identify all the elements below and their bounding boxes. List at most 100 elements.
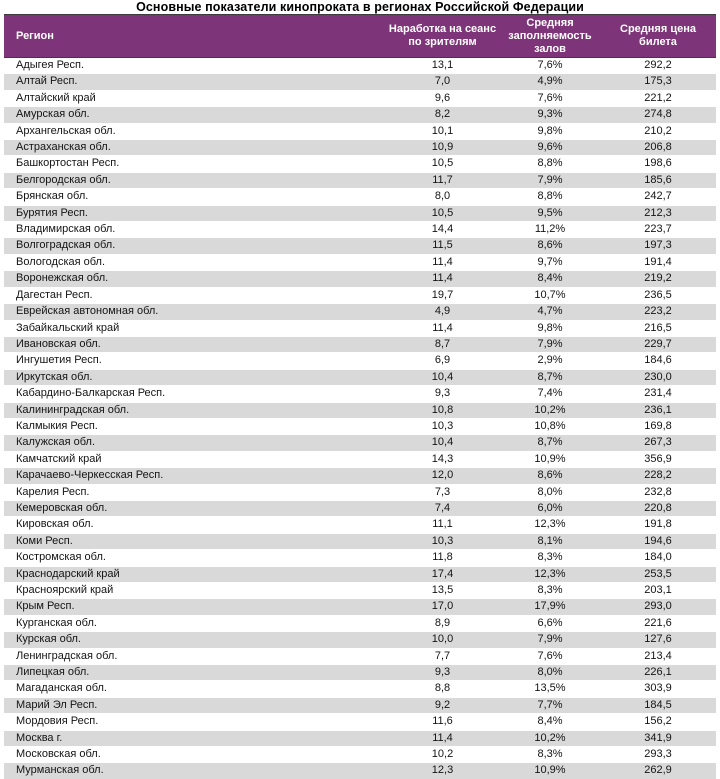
value-cell: 267,3 (600, 435, 716, 452)
region-cell: Белгородская обл. (4, 172, 385, 190)
value-cell: 185,6 (600, 172, 716, 190)
value-cell: 12,0 (385, 468, 500, 485)
region-cell: Еврейская автономная обл. (4, 304, 385, 321)
table-row: Алтайский край 9,6 7,6% 221,2 (4, 90, 716, 108)
region-cell: Амурская обл. (4, 107, 385, 124)
region-cell: Брянская обл. (4, 189, 385, 206)
value-cell: 8,0 (385, 189, 500, 206)
region-cell: Ленинградская обл. (4, 648, 385, 666)
region-cell: Владимирская обл. (4, 222, 385, 239)
value-cell: 9,7% (500, 254, 600, 272)
value-cell: 223,2 (600, 304, 716, 321)
region-cell: Алтай Респ. (4, 74, 385, 91)
value-cell: 242,7 (600, 189, 716, 206)
value-cell: 9,3 (385, 386, 500, 403)
value-cell: 292,2 (600, 58, 716, 75)
region-cell: Калининградская обл. (4, 402, 385, 419)
value-cell: 9,8% (500, 320, 600, 337)
value-cell: 236,1 (600, 402, 716, 419)
value-cell: 8,6% (500, 238, 600, 255)
region-cell: Астраханская обл. (4, 140, 385, 157)
value-cell: 220,8 (600, 500, 716, 518)
value-cell: 8,7% (500, 435, 600, 452)
table-row: Дагестан Респ. 19,7 10,7% 236,5 (4, 287, 716, 305)
value-cell: 7,4 (385, 500, 500, 518)
table-row: Бурятия Респ. 10,5 9,5% 212,3 (4, 205, 716, 223)
value-cell: 12,3 (385, 763, 500, 779)
region-cell: Мурманская обл. (4, 763, 385, 779)
value-cell: 7,9% (500, 336, 600, 354)
value-cell: 9,3% (500, 107, 600, 124)
table-row: Камчатский край 14,3 10,9% 356,9 (4, 451, 716, 469)
table-row: Курганская обл. 8,9 6,6% 221,6 (4, 615, 716, 633)
value-cell: 232,8 (600, 484, 716, 501)
table-body: Адыгея Респ. 13,1 7,6% 292,2 Алтай Респ. 7,0 4… (4, 58, 716, 779)
table-row: Вологодская обл. 11,4 9,7% 191,4 (4, 254, 716, 272)
value-cell: 10,7% (500, 287, 600, 305)
value-cell: 10,0 (385, 632, 500, 649)
table-row: Калужская обл. 10,4 8,7% 267,3 (4, 435, 716, 452)
value-cell: 303,9 (600, 681, 716, 698)
table-row: Костромская обл. 11,8 8,3% 184,0 (4, 550, 716, 567)
value-cell: 9,6 (385, 90, 500, 108)
value-cell: 7,9% (500, 172, 600, 190)
table-row: Карачаево-Черкесская Респ. 12,0 8,6% 228,2 (4, 468, 716, 485)
value-cell: 6,9 (385, 353, 500, 370)
column-header-attendance-per-session: Наработка на сеанс по зрителям (385, 14, 500, 58)
value-cell: 229,7 (600, 336, 716, 354)
value-cell: 228,2 (600, 468, 716, 485)
value-cell: 4,7% (500, 304, 600, 321)
value-cell: 7,6% (500, 648, 600, 666)
region-cell: Карачаево-Черкесская Респ. (4, 468, 385, 485)
value-cell: 236,5 (600, 287, 716, 305)
value-cell: 219,2 (600, 271, 716, 288)
region-cell: Калужская обл. (4, 435, 385, 452)
table-row: Ингушетия Респ. 6,9 2,9% 184,6 (4, 353, 716, 370)
value-cell: 12,3% (500, 566, 600, 583)
value-cell: 127,6 (600, 632, 716, 649)
value-cell: 221,6 (600, 615, 716, 633)
table-row: Воронежская обл. 11,4 8,4% 219,2 (4, 271, 716, 288)
value-cell: 191,8 (600, 517, 716, 534)
value-cell: 10,2% (500, 402, 600, 419)
table-row: Еврейская автономная обл. 4,9 4,7% 223,2 (4, 304, 716, 321)
region-cell: Волгоградская обл. (4, 238, 385, 255)
region-cell: Московская обл. (4, 747, 385, 764)
value-cell: 17,9% (500, 599, 600, 616)
value-cell: 4,9% (500, 74, 600, 91)
region-cell: Воронежская обл. (4, 271, 385, 288)
value-cell: 8,8% (500, 189, 600, 206)
value-cell: 14,4 (385, 222, 500, 239)
value-cell: 10,1 (385, 123, 500, 141)
region-cell: Дагестан Респ. (4, 287, 385, 305)
value-cell: 10,9% (500, 451, 600, 469)
value-cell: 9,5% (500, 205, 600, 223)
value-cell: 11,4 (385, 320, 500, 337)
value-cell: 9,6% (500, 140, 600, 157)
value-cell: 8,4% (500, 714, 600, 731)
value-cell: 8,8 (385, 681, 500, 698)
value-cell: 213,4 (600, 648, 716, 666)
table-row: Башкортостан Респ. 10,5 8,8% 198,6 (4, 156, 716, 173)
table-row: Московская обл. 10,2 8,3% 293,3 (4, 747, 716, 764)
value-cell: 175,3 (600, 74, 716, 91)
region-cell: Архангельская обл. (4, 123, 385, 141)
value-cell: 13,1 (385, 58, 500, 75)
value-cell: 341,9 (600, 730, 716, 748)
region-cell: Башкортостан Респ. (4, 156, 385, 173)
value-cell: 9,3 (385, 665, 500, 682)
value-cell: 8,0% (500, 665, 600, 682)
region-cell: Курганская обл. (4, 615, 385, 633)
value-cell: 11,2% (500, 222, 600, 239)
value-cell: 10,5 (385, 156, 500, 173)
table-row: Крым Респ. 17,0 17,9% 293,0 (4, 599, 716, 616)
region-cell: Крым Респ. (4, 599, 385, 616)
table-row: Калининградская обл. 10,8 10,2% 236,1 (4, 402, 716, 419)
value-cell: 262,9 (600, 763, 716, 779)
value-cell: 7,7% (500, 697, 600, 715)
column-header-region: Регион (4, 14, 385, 58)
value-cell: 8,6% (500, 468, 600, 485)
table-row: Амурская обл. 8,2 9,3% 274,8 (4, 107, 716, 124)
value-cell: 8,0% (500, 484, 600, 501)
